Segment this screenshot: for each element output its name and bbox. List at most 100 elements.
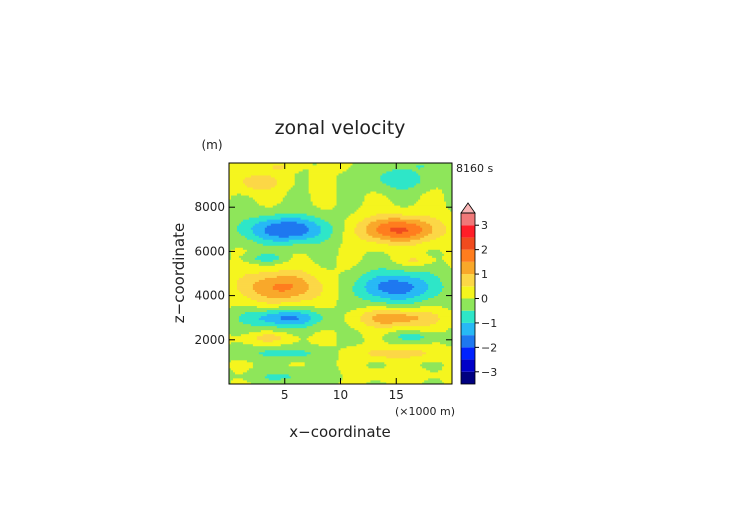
colorbar-swatch: [461, 310, 475, 323]
heatmap-cell: [414, 203, 447, 206]
heatmap-cell: [270, 175, 296, 178]
heatmap-cell: [402, 213, 452, 216]
heatmap-cell: [229, 349, 266, 353]
heatmap-cell: [244, 235, 260, 238]
heatmap-cell: [308, 179, 337, 182]
heatmap-cell: [372, 235, 391, 238]
colorbar-swatch: [461, 286, 475, 299]
heatmap-cell: [242, 259, 262, 262]
heatmap-cell: [422, 381, 445, 384]
heatmap-cell: [229, 339, 264, 343]
heatmap-cell: [336, 361, 369, 365]
heatmap-cell: [442, 365, 452, 369]
heatmap-cell: [340, 347, 452, 351]
heatmap-cell: [420, 197, 445, 200]
heatmap-cell: [286, 331, 316, 335]
heatmap-cell: [336, 255, 363, 258]
heatmap-cell: [229, 171, 300, 174]
heatmap-cell: [229, 381, 232, 384]
heatmap-cell: [428, 297, 452, 301]
heatmap-cell: [346, 311, 365, 315]
heatmap-cell: [229, 299, 258, 303]
heatmap-cell: [372, 315, 419, 319]
heatmap-cell: [242, 377, 270, 381]
heatmap-cell: [264, 227, 310, 230]
heatmap-cell: [400, 217, 437, 220]
heatmap-cell: [229, 331, 250, 335]
heatmap-cell: [268, 377, 282, 381]
heatmap-cell: [280, 315, 298, 319]
heatmap-cell: [434, 295, 452, 299]
heatmap-plot: [228, 162, 453, 385]
heatmap-cell: [229, 255, 232, 258]
colorbar-swatch: [461, 213, 475, 226]
heatmap-cell: [272, 329, 321, 333]
heatmap-cell: [229, 379, 232, 383]
heatmap-cell: [290, 187, 310, 190]
heatmap-cell: [308, 227, 321, 230]
heatmap-cell: [312, 163, 318, 166]
heatmap-cell: [308, 181, 337, 184]
heatmap-cell: [420, 167, 452, 170]
heatmap-cell: [364, 217, 389, 220]
heatmap-cell: [446, 329, 452, 333]
heatmap-cell: [262, 333, 276, 337]
heatmap-cell: [320, 291, 339, 294]
heatmap-cell: [322, 317, 345, 321]
heatmap-cell: [276, 275, 298, 278]
heatmap-cell: [338, 277, 359, 280]
heatmap-cell: [410, 235, 425, 238]
heatmap-cell: [310, 317, 323, 321]
heatmap-cell: [276, 179, 296, 182]
heatmap-cell: [444, 363, 452, 367]
heatmap-cell: [410, 319, 439, 323]
heatmap-cell: [242, 371, 341, 375]
heatmap-cell: [390, 235, 411, 238]
heatmap-cell: [280, 217, 302, 220]
heatmap-cell: [254, 233, 270, 236]
heatmap-cell: [414, 185, 452, 188]
heatmap-cell: [410, 355, 452, 359]
heatmap-cell: [338, 283, 355, 286]
heatmap-cell: [248, 367, 339, 371]
heatmap-cell: [344, 225, 357, 228]
heatmap-cell: [388, 341, 433, 345]
heatmap-cell: [336, 263, 357, 266]
heatmap-cell: [360, 237, 381, 240]
heatmap-cell: [230, 257, 242, 260]
heatmap-cell: [238, 255, 258, 258]
heatmap-cell: [229, 193, 238, 196]
heatmap-cell: [358, 261, 397, 264]
heatmap-cell: [354, 281, 367, 284]
heatmap-cell: [354, 231, 367, 234]
heatmap-cell: [308, 183, 337, 186]
heatmap-cell: [238, 223, 256, 226]
heatmap-cell: [342, 233, 357, 236]
heatmap-cell: [229, 311, 246, 315]
heatmap-cell: [336, 359, 452, 363]
heatmap-cell: [382, 181, 421, 184]
heatmap-cell: [386, 301, 415, 305]
heatmap-cell: [430, 369, 439, 373]
heatmap-cell: [300, 299, 337, 303]
heatmap-cell: [426, 281, 443, 284]
heatmap-cell: [229, 373, 268, 377]
heatmap-cell: [252, 363, 290, 367]
heatmap-cell: [254, 281, 308, 284]
heatmap-cell: [350, 267, 379, 270]
heatmap-cell: [362, 257, 391, 260]
heatmap-cell: [310, 195, 337, 198]
colorbar-tick-label: 1: [481, 268, 488, 281]
heatmap-cell: [366, 239, 391, 242]
heatmap-cell: [306, 213, 351, 216]
heatmap-cell: [229, 341, 232, 345]
heatmap-cell: [280, 221, 298, 224]
heatmap-cell: [236, 287, 254, 290]
heatmap-cell: [304, 363, 337, 367]
heatmap-cell: [240, 333, 264, 337]
chart-title: zonal velocity: [275, 117, 406, 139]
x-tick-label: 10: [333, 388, 348, 402]
heatmap-cell: [308, 283, 323, 286]
heatmap-cell: [444, 197, 452, 200]
heatmap-cell: [344, 269, 371, 272]
